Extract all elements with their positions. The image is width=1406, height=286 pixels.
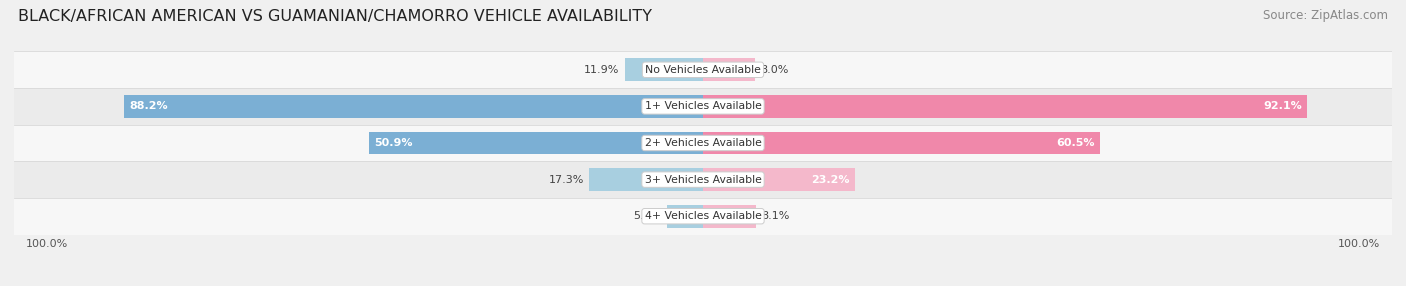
Bar — [703, 58, 755, 81]
Bar — [14, 125, 1392, 161]
Text: 8.1%: 8.1% — [762, 211, 790, 221]
Text: 3+ Vehicles Available: 3+ Vehicles Available — [644, 175, 762, 184]
Text: 1+ Vehicles Available: 1+ Vehicles Available — [644, 102, 762, 111]
Bar — [368, 132, 703, 154]
Text: 8.0%: 8.0% — [761, 65, 789, 75]
Bar — [14, 198, 1392, 235]
Bar — [703, 95, 1308, 118]
Bar — [703, 168, 855, 191]
Text: No Vehicles Available: No Vehicles Available — [645, 65, 761, 75]
Text: 23.2%: 23.2% — [811, 175, 851, 184]
Bar — [124, 95, 703, 118]
Text: 2+ Vehicles Available: 2+ Vehicles Available — [644, 138, 762, 148]
Bar — [703, 132, 1099, 154]
Text: 5.5%: 5.5% — [634, 211, 662, 221]
Text: 4+ Vehicles Available: 4+ Vehicles Available — [644, 211, 762, 221]
Text: Source: ZipAtlas.com: Source: ZipAtlas.com — [1263, 9, 1388, 21]
Text: BLACK/AFRICAN AMERICAN VS GUAMANIAN/CHAMORRO VEHICLE AVAILABILITY: BLACK/AFRICAN AMERICAN VS GUAMANIAN/CHAM… — [18, 9, 652, 23]
Bar — [703, 205, 756, 228]
Bar — [14, 51, 1392, 88]
Text: 17.3%: 17.3% — [548, 175, 585, 184]
Bar — [666, 205, 703, 228]
Bar — [14, 88, 1392, 125]
Text: 60.5%: 60.5% — [1056, 138, 1095, 148]
Text: 50.9%: 50.9% — [374, 138, 413, 148]
Text: 11.9%: 11.9% — [585, 65, 620, 75]
Bar — [624, 58, 703, 81]
Text: 88.2%: 88.2% — [129, 102, 169, 111]
Bar — [14, 161, 1392, 198]
Bar — [589, 168, 703, 191]
Text: 92.1%: 92.1% — [1264, 102, 1302, 111]
